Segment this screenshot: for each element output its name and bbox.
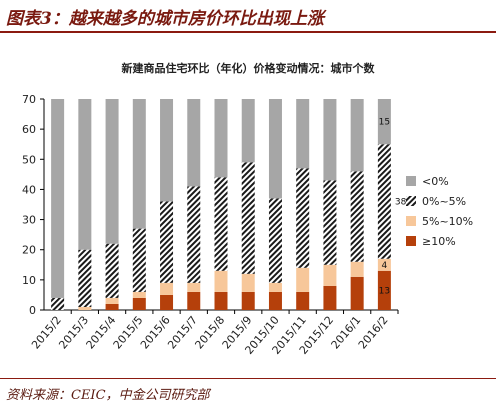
- bar-segment: [105, 303, 119, 310]
- stacked-bar-chart: 新建商品住宅环比（年化）价格变动情况：城市个数 0 10 20 30 40 50 60 70 2…: [22, 61, 473, 357]
- bar-segment: [78, 306, 92, 310]
- bar-segment: [214, 99, 228, 178]
- data-label: 4: [382, 261, 388, 271]
- y-tick-label: 40: [22, 183, 36, 196]
- bar-segment: [350, 276, 364, 310]
- bar-segment: [377, 270, 391, 310]
- bar-segment: [377, 99, 391, 145]
- bar-segment: [377, 144, 391, 259]
- bar-segment: [105, 99, 119, 244]
- legend: <0% 0%~5% 5%~10% ≥10%: [406, 175, 473, 248]
- bar-segment: [160, 201, 174, 283]
- data-labels: 15 38 4 13: [379, 118, 407, 297]
- bar-segment: [214, 291, 228, 310]
- bar-segment: [214, 270, 228, 292]
- x-tick-label: 2016/2: [356, 314, 391, 352]
- bar-segment: [132, 228, 146, 292]
- y-tick-label: 70: [22, 93, 36, 106]
- bar-segment: [241, 291, 255, 310]
- bar-segment: [132, 297, 146, 310]
- y-tick-label: 50: [22, 153, 36, 166]
- bar-segment: [160, 282, 174, 295]
- bar-segment: [105, 243, 119, 298]
- bars: [51, 99, 391, 310]
- bar-segment: [350, 99, 364, 172]
- bar-segment: [268, 99, 282, 199]
- bar-segment: [323, 180, 337, 265]
- bar-segment: [377, 258, 391, 271]
- y-tick-label: 0: [29, 304, 36, 317]
- bar-segment: [78, 99, 92, 250]
- bar-segment: [241, 273, 255, 292]
- data-label: 38: [395, 197, 407, 207]
- bar-segment: [187, 186, 201, 283]
- y-tick-label: 20: [22, 244, 36, 257]
- bar-segment: [160, 99, 174, 202]
- legend-label: 0%~5%: [422, 195, 466, 208]
- bar-segment: [187, 291, 201, 310]
- legend-swatch: [406, 176, 416, 186]
- bar-segment: [214, 177, 228, 271]
- bar-segment: [296, 291, 310, 310]
- bar-segment: [268, 198, 282, 283]
- chart-title: 新建商品住宅环比（年化）价格变动情况：城市个数: [122, 61, 376, 75]
- bar-segment: [51, 99, 65, 298]
- figure-title: 图表3：越来越多的城市房价环比出现上涨: [6, 9, 324, 29]
- legend-label: <0%: [422, 175, 449, 188]
- bar-segment: [350, 171, 364, 262]
- bar-segment: [350, 261, 364, 277]
- bar-segment: [51, 297, 65, 310]
- y-tick-label: 60: [22, 123, 36, 136]
- bar-segment: [241, 162, 255, 274]
- bar-segment: [105, 297, 119, 304]
- bar-segment: [323, 264, 337, 286]
- data-label: 13: [379, 286, 390, 296]
- data-label: 15: [379, 118, 390, 128]
- title-rule: [0, 31, 496, 33]
- bar-segment: [187, 282, 201, 292]
- bar-segment: [187, 99, 201, 187]
- bar-segment: [132, 99, 146, 229]
- bar-segment: [268, 282, 282, 292]
- bar-segment: [241, 99, 255, 163]
- bar-segment: [160, 294, 174, 310]
- legend-swatch: [406, 196, 416, 206]
- bar-segment: [296, 168, 310, 268]
- bar-segment: [323, 285, 337, 310]
- bar-segment: [268, 291, 282, 310]
- source-note: 资料来源：CEIC，中金公司研究部: [6, 388, 210, 403]
- bar-segment: [132, 291, 146, 298]
- legend-swatch: [406, 236, 416, 246]
- legend-label: ≥10%: [422, 235, 456, 248]
- y-tick-label: 10: [22, 274, 36, 287]
- y-tick-label: 30: [22, 214, 36, 227]
- bar-segment: [323, 99, 337, 181]
- legend-swatch: [406, 216, 416, 226]
- source-rule: [0, 378, 496, 379]
- legend-label: 5%~10%: [422, 215, 473, 228]
- bar-segment: [78, 249, 92, 307]
- bar-segment: [296, 99, 310, 169]
- bar-segment: [296, 267, 310, 292]
